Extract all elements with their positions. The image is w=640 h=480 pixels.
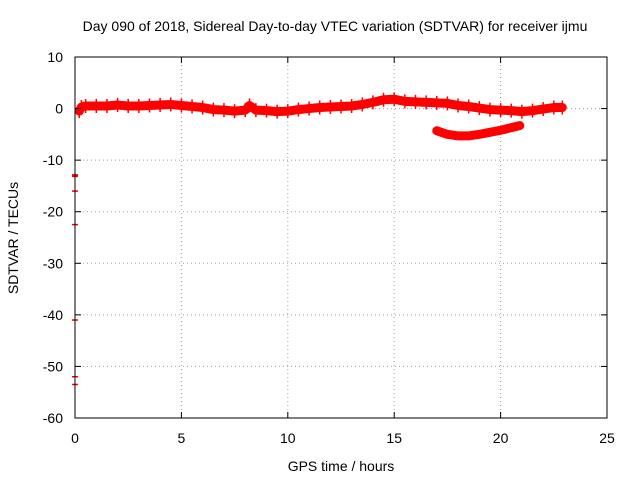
x-axis-label: GPS time / hours xyxy=(288,458,395,474)
x-tick-label: 20 xyxy=(493,430,509,446)
y-tick-label: -30 xyxy=(43,255,63,271)
lower-trace-point xyxy=(475,130,483,138)
x-tick-label: 0 xyxy=(71,430,79,446)
y-tick-label: 0 xyxy=(55,101,63,117)
lower-trace-point xyxy=(443,130,451,138)
chart-title: Day 090 of 2018, Sidereal Day-to-day VTE… xyxy=(83,18,588,34)
lower-trace-point xyxy=(433,127,441,135)
y-tick-label: -60 xyxy=(43,410,63,426)
x-tick-label: 5 xyxy=(178,430,186,446)
lower-trace-point xyxy=(516,122,524,130)
x-tick-label: 15 xyxy=(386,430,402,446)
y-tick-label: -40 xyxy=(43,307,63,323)
lower-trace-point xyxy=(507,124,515,132)
data-series xyxy=(72,92,567,386)
lower-trace-point xyxy=(497,126,505,134)
axes: 0 5 10 15 20 25 -60 -50 -40 -30 -20 -10 0 10 xyxy=(43,49,615,446)
y-tick-label: -10 xyxy=(43,152,63,168)
x-tick-label: 10 xyxy=(280,430,296,446)
y-tick-label: -50 xyxy=(43,358,63,374)
y-axis-label: SDTVAR / TECUs xyxy=(5,182,21,294)
x-tick-label: 25 xyxy=(599,430,615,446)
y-tick-label: 10 xyxy=(47,49,63,65)
lower-trace-point xyxy=(486,128,494,136)
lower-trace-point xyxy=(465,132,473,140)
y-tick-label: -20 xyxy=(43,204,63,220)
plot-frame xyxy=(74,56,608,419)
lower-trace-point xyxy=(454,132,462,140)
